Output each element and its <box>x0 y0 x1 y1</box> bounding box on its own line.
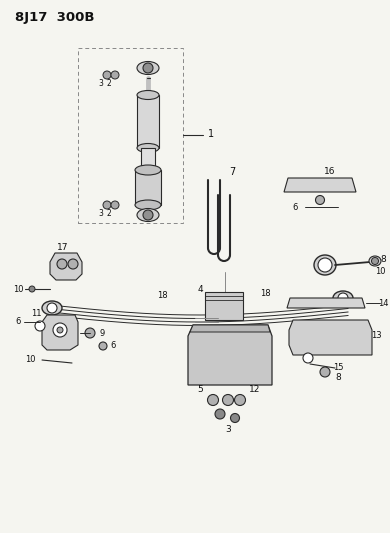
Ellipse shape <box>137 61 159 75</box>
Circle shape <box>103 71 111 79</box>
Polygon shape <box>137 95 159 148</box>
Polygon shape <box>188 325 272 385</box>
Text: 17: 17 <box>57 243 69 252</box>
Text: 8: 8 <box>380 255 386 264</box>
Text: 3: 3 <box>99 209 103 219</box>
Text: 3: 3 <box>225 425 231 434</box>
Ellipse shape <box>137 143 159 152</box>
Circle shape <box>111 201 119 209</box>
Text: 10: 10 <box>375 268 385 277</box>
Circle shape <box>215 409 225 419</box>
Bar <box>78 48 183 223</box>
Text: 14: 14 <box>378 298 388 308</box>
Circle shape <box>230 414 239 423</box>
Circle shape <box>303 353 313 363</box>
Polygon shape <box>135 170 161 205</box>
Text: 9: 9 <box>99 328 105 337</box>
Polygon shape <box>50 253 82 280</box>
Polygon shape <box>190 325 270 332</box>
Circle shape <box>103 201 111 209</box>
Text: 18: 18 <box>260 288 270 297</box>
Text: 7: 7 <box>229 167 235 177</box>
Text: 13: 13 <box>370 330 381 340</box>
Text: 18: 18 <box>157 290 167 300</box>
Text: 2: 2 <box>106 79 112 88</box>
Circle shape <box>47 303 57 313</box>
Polygon shape <box>42 315 78 350</box>
Ellipse shape <box>137 208 159 222</box>
Ellipse shape <box>333 291 353 305</box>
Circle shape <box>99 342 107 350</box>
Polygon shape <box>205 292 243 320</box>
Circle shape <box>143 63 153 73</box>
Ellipse shape <box>135 165 161 175</box>
Circle shape <box>223 394 234 406</box>
Text: 10: 10 <box>13 285 23 294</box>
Circle shape <box>372 257 379 264</box>
Text: 16: 16 <box>324 167 336 176</box>
Text: 12: 12 <box>249 384 261 393</box>
Circle shape <box>85 328 95 338</box>
Ellipse shape <box>135 200 161 210</box>
Circle shape <box>57 327 63 333</box>
Circle shape <box>53 323 67 337</box>
Text: 4: 4 <box>197 286 203 295</box>
Circle shape <box>316 196 324 205</box>
Text: 1: 1 <box>208 129 214 139</box>
Text: 3: 3 <box>99 79 103 88</box>
Circle shape <box>338 293 348 303</box>
Polygon shape <box>287 298 365 308</box>
Text: 6: 6 <box>292 203 298 212</box>
Circle shape <box>111 71 119 79</box>
Ellipse shape <box>42 301 62 315</box>
Circle shape <box>143 210 153 220</box>
Circle shape <box>29 286 35 292</box>
Text: 15: 15 <box>333 364 343 373</box>
Text: 8: 8 <box>335 374 341 383</box>
Text: 2: 2 <box>106 209 112 219</box>
Circle shape <box>234 394 245 406</box>
Polygon shape <box>284 178 356 192</box>
Circle shape <box>207 394 218 406</box>
Text: 5: 5 <box>197 384 203 393</box>
Polygon shape <box>289 320 372 355</box>
Text: 6: 6 <box>110 342 116 351</box>
Circle shape <box>35 321 45 331</box>
Polygon shape <box>141 148 155 170</box>
Ellipse shape <box>369 256 381 266</box>
Circle shape <box>318 258 332 272</box>
Text: 8J17  300B: 8J17 300B <box>15 12 94 25</box>
Circle shape <box>68 259 78 269</box>
Text: 10: 10 <box>25 356 35 365</box>
Circle shape <box>320 367 330 377</box>
Ellipse shape <box>137 91 159 100</box>
Text: 6: 6 <box>15 318 21 327</box>
Circle shape <box>57 259 67 269</box>
Ellipse shape <box>314 255 336 275</box>
Text: 11: 11 <box>31 309 41 318</box>
